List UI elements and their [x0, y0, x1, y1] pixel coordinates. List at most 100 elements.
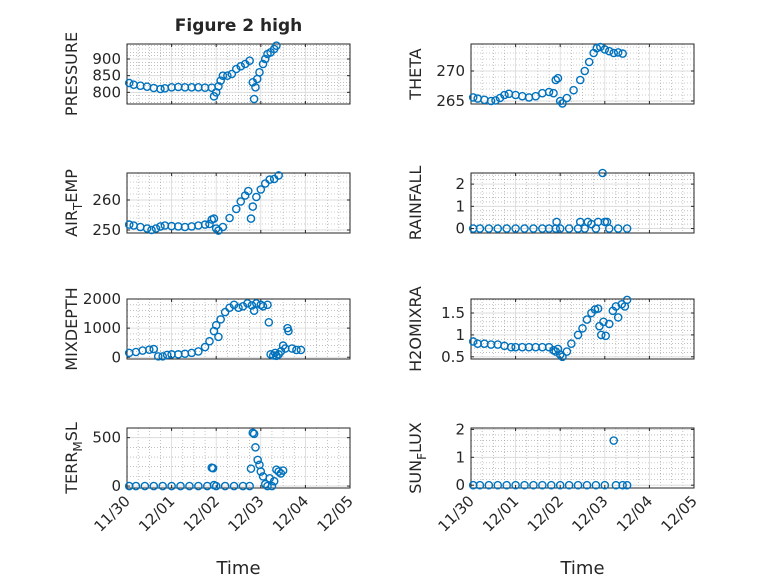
- x-tick-label: 12/02: [524, 492, 567, 535]
- data-point: [493, 480, 503, 490]
- data-point: [578, 324, 587, 333]
- y-tick-label: 800: [92, 83, 121, 101]
- data-point: [200, 342, 210, 352]
- data-point: [214, 82, 223, 91]
- axes-box: [126, 172, 351, 234]
- data-point: [205, 336, 214, 346]
- data-point: [149, 344, 159, 354]
- data-point: [236, 62, 246, 71]
- data-point: [252, 192, 261, 202]
- data-point: [153, 352, 163, 361]
- y-tick-label: 1.5: [441, 304, 465, 322]
- data-point: [255, 68, 264, 77]
- data-point: [131, 481, 141, 491]
- data-point: [552, 217, 561, 227]
- data-point: [622, 224, 632, 233]
- data-point: [504, 89, 514, 99]
- data-point: [613, 313, 623, 322]
- y-tick-label: 2: [455, 175, 465, 193]
- data-point: [211, 320, 221, 330]
- data-point: [158, 481, 167, 491]
- data-point: [618, 480, 627, 490]
- data-point: [502, 480, 511, 490]
- data-point: [593, 304, 603, 313]
- data-point: [251, 443, 260, 452]
- data-point: [167, 481, 176, 491]
- x-tick-label: 11/30: [435, 492, 478, 535]
- data-point: [582, 315, 592, 324]
- data-point: [520, 224, 529, 233]
- y-tick-label: 0: [455, 476, 465, 494]
- data-point: [216, 76, 225, 85]
- data-point: [511, 224, 520, 233]
- y-tick-label: 1: [455, 448, 465, 466]
- y-axis-label: TERRMSL: [62, 422, 85, 495]
- data-point: [520, 480, 529, 490]
- data-point: [567, 339, 576, 348]
- data-point: [218, 222, 228, 232]
- data-point: [622, 295, 632, 305]
- axes-box: [470, 172, 695, 234]
- y-tick-label: 0: [455, 220, 465, 238]
- y-axis-label: H2OMIXRA: [406, 286, 425, 372]
- data-point: [538, 480, 547, 490]
- data-point: [249, 429, 259, 439]
- data-point: [506, 342, 516, 352]
- data-point: [229, 481, 239, 491]
- data-point: [551, 75, 561, 85]
- y-tick-label: 2000: [83, 290, 121, 308]
- y-tick-label: 850: [92, 67, 121, 85]
- data-point: [214, 332, 223, 342]
- data-point: [582, 480, 592, 490]
- data-point: [529, 480, 538, 490]
- y-tick-label: 0: [111, 348, 121, 366]
- data-point: [546, 480, 556, 490]
- data-point: [618, 49, 627, 58]
- data-point: [218, 71, 228, 80]
- data-point: [263, 300, 272, 310]
- data-point: [124, 220, 134, 229]
- y-axis-label: SUNFLUX: [406, 422, 429, 494]
- data-point: [251, 83, 260, 92]
- subplot-terr-msl: 11/30 12/01 12/02 12/03 12/04 12/05 0 500 TERRMS…: [62, 422, 357, 535]
- data-point: [468, 93, 478, 102]
- data-point: [263, 481, 272, 491]
- data-point: [555, 480, 565, 490]
- data-point: [517, 91, 527, 101]
- data-point: [580, 66, 590, 76]
- data-point: [553, 73, 563, 83]
- data-point: [231, 64, 241, 74]
- data-point: [158, 352, 167, 361]
- data-point: [475, 480, 485, 490]
- data-point: [549, 88, 558, 98]
- y-tick-label: 1: [455, 197, 465, 215]
- subplot-air-temp: 250 260 AIRTEMP: [62, 169, 351, 239]
- data-point: [236, 197, 246, 206]
- x-tick-label: 12/01: [479, 492, 522, 535]
- data-point: [248, 428, 258, 438]
- data-point: [231, 204, 241, 214]
- data-point: [140, 481, 150, 491]
- data-point: [484, 480, 494, 490]
- data-point: [609, 436, 619, 445]
- data-point: [269, 476, 279, 486]
- data-point: [272, 41, 281, 50]
- data-point: [500, 90, 509, 100]
- data-point: [529, 224, 538, 233]
- data-point: [267, 481, 277, 491]
- axes-box: [126, 427, 351, 489]
- data-point: [249, 94, 259, 104]
- data-point: [185, 481, 194, 491]
- data-point: [475, 224, 485, 233]
- y-tick-label: 0.5: [441, 348, 465, 366]
- y-axis-label: PRESSURE: [62, 32, 81, 116]
- data-point: [208, 463, 218, 473]
- data-point: [604, 46, 614, 56]
- data-point: [564, 480, 574, 490]
- data-point: [555, 350, 565, 359]
- data-point: [558, 99, 567, 108]
- y-tick-label: 250: [92, 221, 121, 239]
- y-tick-label: 0: [111, 477, 121, 495]
